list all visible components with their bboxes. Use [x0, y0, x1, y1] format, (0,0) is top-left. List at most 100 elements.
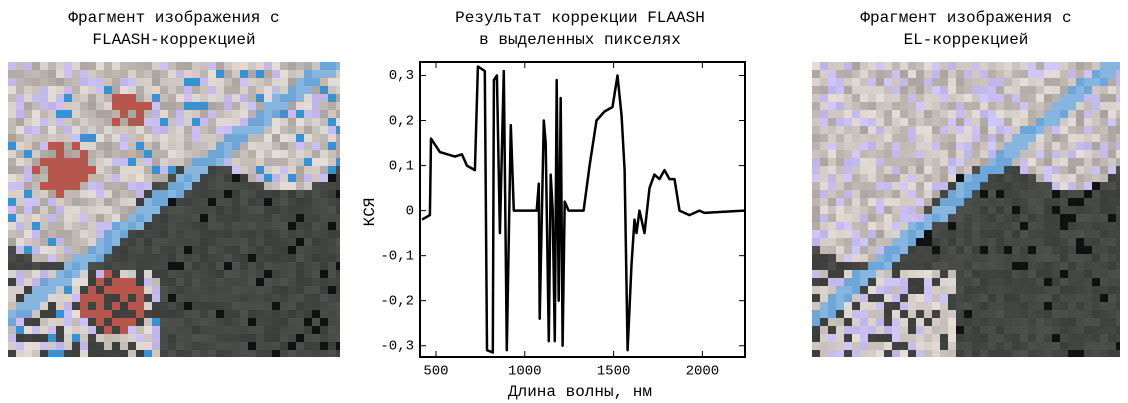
image-pixel: [1076, 150, 1084, 158]
image-pixel: [860, 142, 868, 150]
image-pixel: [40, 198, 48, 206]
image-pixel: [828, 198, 836, 206]
image-pixel: [96, 182, 104, 190]
image-pixel: [860, 262, 868, 270]
line-series: [422, 67, 744, 353]
image-pixel: [964, 166, 972, 174]
image-pixel: [64, 318, 72, 326]
image-pixel: [248, 150, 256, 158]
image-pixel: [24, 102, 32, 110]
image-pixel: [932, 318, 940, 326]
image-pixel: [1092, 238, 1100, 246]
image-pixel: [96, 334, 104, 342]
image-pixel: [288, 302, 296, 310]
image-pixel: [916, 294, 924, 302]
image-pixel: [1012, 302, 1020, 310]
image-pixel: [1028, 94, 1036, 102]
image-pixel: [16, 150, 24, 158]
image-pixel: [980, 334, 988, 342]
image-pixel: [1004, 118, 1012, 126]
image-pixel: [272, 182, 280, 190]
image-pixel: [88, 214, 96, 222]
image-pixel: [232, 158, 240, 166]
image-pixel: [328, 350, 336, 357]
image-pixel: [288, 270, 296, 278]
image-pixel: [64, 134, 72, 142]
image-pixel: [184, 206, 192, 214]
image-pixel: [988, 334, 996, 342]
image-pixel: [1076, 102, 1084, 110]
image-pixel: [908, 350, 916, 357]
image-pixel: [956, 254, 964, 262]
image-pixel: [1036, 294, 1044, 302]
image-pixel: [120, 270, 128, 278]
image-pixel: [72, 78, 80, 86]
image-pixel: [860, 86, 868, 94]
image-pixel: [48, 86, 56, 94]
image-pixel: [160, 278, 168, 286]
image-pixel: [852, 134, 860, 142]
image-pixel: [916, 118, 924, 126]
image-pixel: [1052, 86, 1060, 94]
image-pixel: [304, 62, 312, 70]
image-pixel: [836, 262, 844, 270]
image-pixel: [120, 126, 128, 134]
image-pixel: [112, 318, 120, 326]
image-pixel: [168, 230, 176, 238]
image-pixel: [844, 286, 852, 294]
image-pixel: [272, 166, 280, 174]
image-pixel: [916, 318, 924, 326]
image-pixel: [272, 78, 280, 86]
image-pixel: [1052, 262, 1060, 270]
image-pixel: [320, 158, 328, 166]
image-pixel: [312, 70, 320, 78]
image-pixel: [128, 262, 136, 270]
image-pixel: [1084, 62, 1092, 70]
image-pixel: [1100, 134, 1108, 142]
image-pixel: [240, 302, 248, 310]
image-pixel: [924, 230, 932, 238]
image-pixel: [1020, 78, 1028, 86]
image-pixel: [1116, 134, 1120, 142]
image-pixel: [1092, 190, 1100, 198]
image-pixel: [296, 310, 304, 318]
image-pixel: [956, 246, 964, 254]
image-pixel: [160, 270, 168, 278]
image-pixel: [924, 294, 932, 302]
image-pixel: [144, 142, 152, 150]
image-pixel: [964, 94, 972, 102]
image-pixel: [1028, 302, 1036, 310]
image-pixel: [80, 174, 88, 182]
image-pixel: [264, 318, 272, 326]
image-pixel: [240, 166, 248, 174]
image-pixel: [948, 318, 956, 326]
image-pixel: [96, 150, 104, 158]
image-pixel: [64, 214, 72, 222]
image-pixel: [1092, 158, 1100, 166]
image-pixel: [176, 294, 184, 302]
image-pixel: [280, 238, 288, 246]
image-pixel: [48, 318, 56, 326]
image-pixel: [828, 78, 836, 86]
image-pixel: [280, 294, 288, 302]
image-pixel: [964, 326, 972, 334]
image-pixel: [812, 214, 820, 222]
image-pixel: [200, 78, 208, 86]
image-pixel: [908, 206, 916, 214]
image-pixel: [152, 70, 160, 78]
image-pixel: [120, 166, 128, 174]
image-pixel: [176, 350, 184, 357]
image-pixel: [1044, 350, 1052, 357]
image-pixel: [932, 158, 940, 166]
image-pixel: [916, 110, 924, 118]
image-pixel: [1076, 198, 1084, 206]
image-pixel: [144, 214, 152, 222]
image-pixel: [112, 342, 120, 350]
image-pixel: [996, 278, 1004, 286]
image-pixel: [88, 190, 96, 198]
image-pixel: [288, 118, 296, 126]
image-pixel: [160, 94, 168, 102]
image-pixel: [232, 166, 240, 174]
image-pixel: [932, 62, 940, 70]
image-pixel: [972, 134, 980, 142]
